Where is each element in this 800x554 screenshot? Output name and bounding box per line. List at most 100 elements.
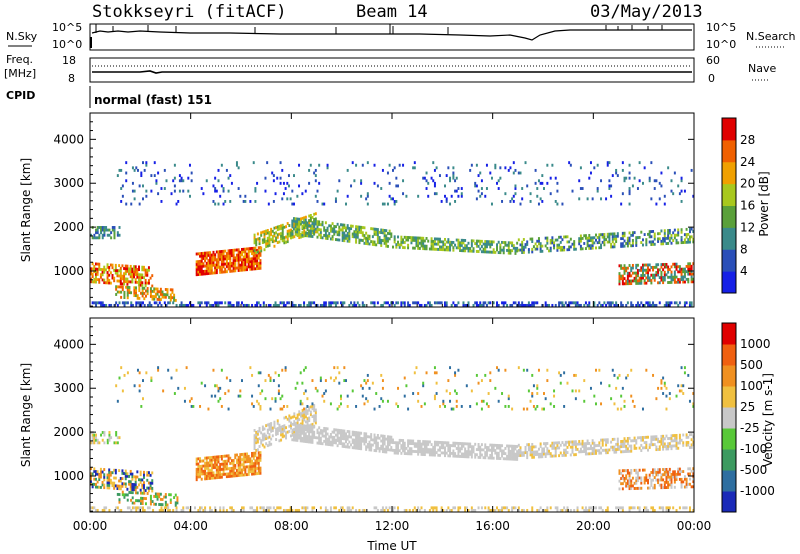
range-cell: [662, 376, 665, 380]
range-cell: [329, 229, 332, 233]
range-cell: [200, 272, 203, 276]
range-cell: [675, 233, 678, 237]
range-cell: [662, 437, 665, 441]
range-cell: [655, 265, 658, 269]
range-cell: [299, 426, 302, 430]
range-cell: [385, 234, 388, 238]
range-cell: [214, 463, 217, 467]
range-cell: [343, 437, 346, 441]
range-cell: [225, 472, 228, 476]
range-cell: [526, 451, 529, 454]
range-cell: [313, 301, 316, 305]
range-cell: [308, 222, 311, 226]
range-cell: [142, 265, 145, 269]
range-cell: [348, 445, 351, 449]
range-cell: [668, 483, 671, 487]
range-cell: [202, 469, 205, 473]
range-cell: [445, 248, 448, 252]
range-cell: [653, 486, 656, 490]
range-cell: [514, 455, 517, 459]
range-cell: [93, 236, 96, 240]
range-cell: [422, 450, 425, 454]
range-cell: [457, 187, 460, 190]
range-cell: [636, 301, 639, 305]
range-cell: [239, 263, 242, 267]
range-cell: [413, 161, 416, 165]
range-cell: [636, 479, 639, 483]
range-cell: [319, 439, 322, 443]
range-cell: [309, 214, 312, 217]
range-cell: [118, 269, 121, 273]
range-cell: [234, 256, 237, 260]
range-cell: [480, 407, 483, 411]
range-cell: [688, 264, 691, 268]
range-cell: [244, 252, 247, 256]
range-cell: [136, 267, 139, 271]
range-cell: [202, 251, 205, 255]
range-cell: [418, 439, 421, 443]
range-cell: [663, 234, 666, 238]
range-cell: [108, 303, 111, 307]
range-cell: [630, 484, 633, 488]
range-cell: [390, 438, 393, 442]
range-cell: [408, 447, 411, 451]
range-cell: [608, 187, 611, 190]
range-cell: [91, 438, 94, 442]
range-cell: [232, 254, 235, 257]
range-cell: [670, 265, 673, 269]
range-cell: [242, 465, 245, 469]
range-cell: [388, 303, 391, 307]
range-cell: [688, 270, 691, 273]
range-cell: [224, 459, 227, 463]
range-cell: [244, 255, 247, 259]
range-cell: [566, 303, 569, 307]
range-cell: [428, 303, 431, 307]
range-cell: [631, 184, 634, 188]
range-cell: [501, 248, 504, 252]
range-cell: [241, 458, 243, 462]
range-cell: [323, 226, 326, 230]
range-cell: [494, 443, 497, 447]
range-cell: [125, 285, 128, 289]
range-cell: [672, 439, 675, 443]
range-cell: [205, 456, 208, 460]
range-cell: [615, 168, 618, 172]
nave-tick-high: 60: [706, 54, 720, 67]
range-cell: [111, 263, 114, 267]
range-cell: [631, 271, 634, 275]
range-cell: [635, 471, 638, 475]
range-cell: [423, 402, 426, 406]
range-cell: [329, 224, 332, 228]
range-cell: [321, 429, 324, 433]
range-cell: [209, 253, 212, 257]
range-cell: [294, 219, 297, 223]
range-cell: [360, 231, 363, 234]
range-cell: [430, 176, 433, 180]
range-cell: [144, 294, 147, 298]
range-cell: [166, 288, 169, 292]
range-cell: [487, 250, 490, 254]
range-cell: [294, 433, 297, 437]
range-cell: [301, 421, 304, 425]
range-cell: [465, 244, 468, 248]
range-cell: [428, 301, 431, 305]
range-cell: [477, 174, 480, 178]
range-cell: [259, 469, 262, 473]
range-cell: [380, 434, 383, 438]
range-cell: [605, 443, 608, 447]
range-cell: [242, 199, 245, 203]
range-cell: [93, 233, 96, 237]
range-cell: [600, 233, 603, 237]
range-cell: [331, 443, 334, 447]
range-cell: [135, 491, 138, 495]
range-cell: [173, 176, 176, 180]
range-cell: [403, 444, 406, 448]
range-cell: [309, 229, 312, 233]
range-cell: [257, 456, 260, 460]
range-cell: [380, 303, 383, 307]
range-cell: [420, 450, 423, 454]
range-cell: [298, 434, 301, 437]
range-cell: [294, 232, 297, 236]
range-cell: [433, 240, 436, 243]
range-cell: [665, 236, 668, 240]
